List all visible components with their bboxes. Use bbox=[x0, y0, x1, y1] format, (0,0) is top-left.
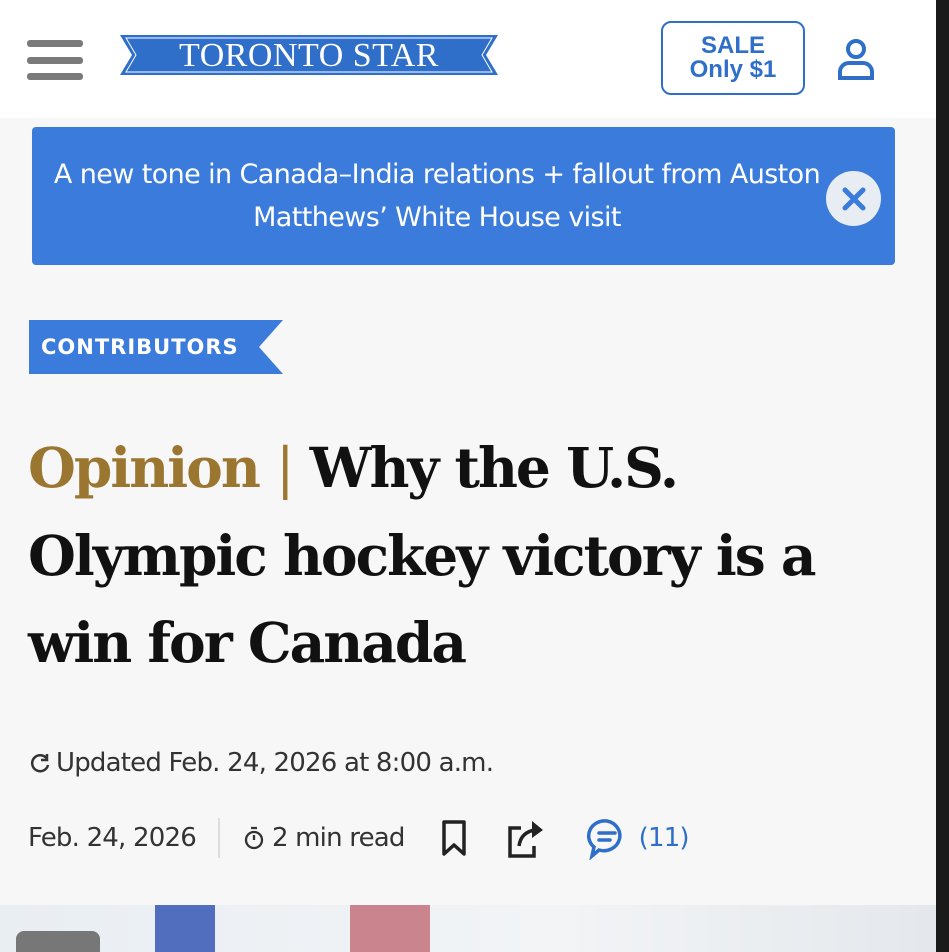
refresh-icon bbox=[30, 754, 50, 773]
share-icon[interactable] bbox=[505, 816, 545, 860]
updated-timestamp: Updated Feb. 24, 2026 at 8:00 a.m. bbox=[28, 748, 494, 778]
article-photo[interactable] bbox=[0, 905, 936, 952]
stopwatch-icon bbox=[244, 826, 264, 850]
hamburger-menu-icon[interactable] bbox=[27, 40, 83, 80]
player-figure bbox=[155, 905, 215, 952]
sale-price: Only $1 bbox=[689, 56, 777, 83]
read-time: 2 min read bbox=[271, 823, 405, 853]
headline: Opinion | Why the U.S. Olympic hockey vi… bbox=[28, 424, 908, 686]
comment-count: (11) bbox=[638, 823, 690, 853]
comments-button[interactable]: (11) bbox=[585, 816, 690, 860]
publish-date: Feb. 24, 2026 bbox=[28, 823, 197, 853]
bookmark-icon[interactable] bbox=[439, 818, 469, 858]
banner-text[interactable]: A new tone in Canada–India relations + f… bbox=[53, 159, 821, 233]
section-tag[interactable]: CONTRIBUTORS bbox=[29, 320, 283, 374]
sale-subscribe-button[interactable]: SALE Only $1 bbox=[661, 21, 805, 95]
toronto-star-logo[interactable]: TORONTO STAR bbox=[120, 35, 498, 75]
updated-text: Updated Feb. 24, 2026 at 8:00 a.m. bbox=[56, 748, 494, 778]
section-tag-label: CONTRIBUTORS bbox=[41, 335, 239, 359]
news-banner[interactable]: A new tone in Canada–India relations + f… bbox=[32, 127, 895, 265]
headline-separator: | bbox=[275, 436, 294, 500]
user-account-icon[interactable] bbox=[834, 38, 878, 82]
close-icon[interactable] bbox=[826, 171, 881, 226]
comment-icon bbox=[586, 819, 622, 860]
logo-text: TORONTO STAR bbox=[179, 37, 439, 74]
sale-label: SALE bbox=[700, 32, 765, 59]
site-header: TORONTO STAR SALE Only $1 bbox=[0, 0, 936, 118]
article-meta: Feb. 24, 2026 2 min read (11) bbox=[28, 815, 690, 861]
opinion-label: Opinion bbox=[28, 435, 261, 500]
meta-divider bbox=[217, 818, 220, 858]
headline-text: Why the U.S. Olympic hockey victory is a… bbox=[28, 435, 816, 675]
photo-gallery-badge[interactable] bbox=[16, 931, 100, 952]
player-figure bbox=[350, 905, 430, 952]
